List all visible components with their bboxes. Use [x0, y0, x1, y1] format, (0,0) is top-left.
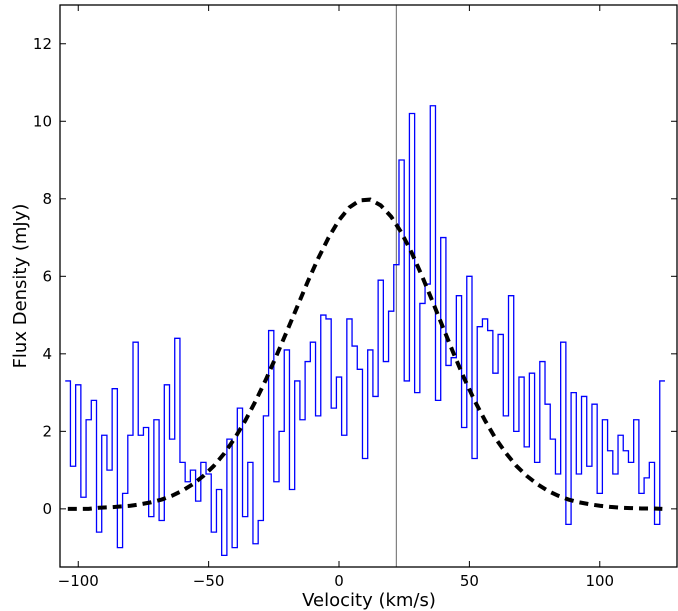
x-tick-label: −100: [58, 572, 99, 590]
x-axis-label: Velocity (km/s): [302, 590, 436, 611]
y-tick-label: 0: [42, 500, 52, 518]
spectrum-step-line: [65, 105, 665, 557]
plot-frame: [59, 4, 678, 568]
y-tick-label: 12: [33, 35, 52, 53]
gaussian-fit-line: [67, 197, 663, 511]
y-tick-label: 4: [42, 345, 52, 363]
y-tick-label: 10: [33, 112, 52, 130]
y-tick-label: 2: [42, 422, 52, 440]
y-tick-label: 6: [42, 267, 52, 285]
x-tick-label: 0: [334, 572, 344, 590]
y-tick-label: 8: [42, 190, 52, 208]
y-axis-label: Flux Density (mJy): [10, 204, 31, 369]
x-tick-label: 50: [460, 572, 479, 590]
x-tick-label: −50: [193, 572, 225, 590]
x-tick-label: 100: [585, 572, 614, 590]
